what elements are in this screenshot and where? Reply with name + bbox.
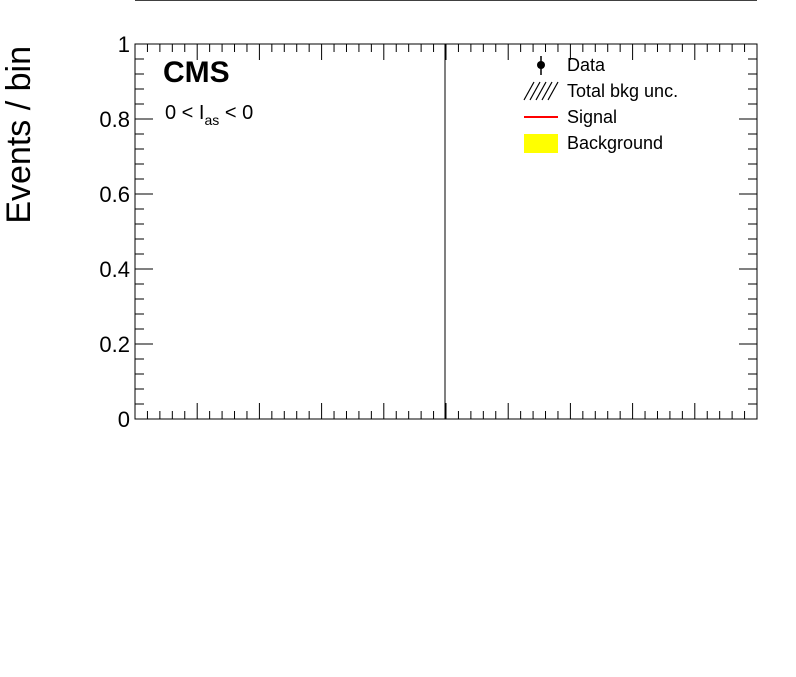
legend-marker-data <box>537 56 545 75</box>
y-axis-label: Events / bin <box>0 46 38 224</box>
legend-label-total-bkg-unc: Total bkg unc. <box>567 81 678 101</box>
selection-label-suffix: < 0 <box>219 102 253 124</box>
selection-label-prefix: 0 < I <box>165 102 204 124</box>
legend-label-data: Data <box>567 55 606 75</box>
y-tick-label: 1 <box>118 32 130 57</box>
legend-marker-background <box>524 134 558 153</box>
y-tick-labels: 0 0.2 0.4 0.6 0.8 1 <box>99 32 130 432</box>
selection-label-subscript: as <box>204 112 219 128</box>
legend-marker-hatch <box>523 81 559 101</box>
y-tick-label: 0.8 <box>99 107 130 132</box>
legend-label-background: Background <box>567 133 663 153</box>
y-tick-label: 0 <box>118 407 130 432</box>
selection-label: 0 < Ias < 0 <box>165 102 253 128</box>
axis-ticks <box>134 43 758 420</box>
y-tick-label: 0.4 <box>99 257 130 282</box>
y-tick-label: 0.6 <box>99 182 130 207</box>
legend: Data Total bkg unc. Signal Background <box>523 55 678 153</box>
experiment-label: CMS <box>163 56 230 89</box>
legend-label-signal: Signal <box>567 107 617 127</box>
y-tick-label: 0.2 <box>99 332 130 357</box>
